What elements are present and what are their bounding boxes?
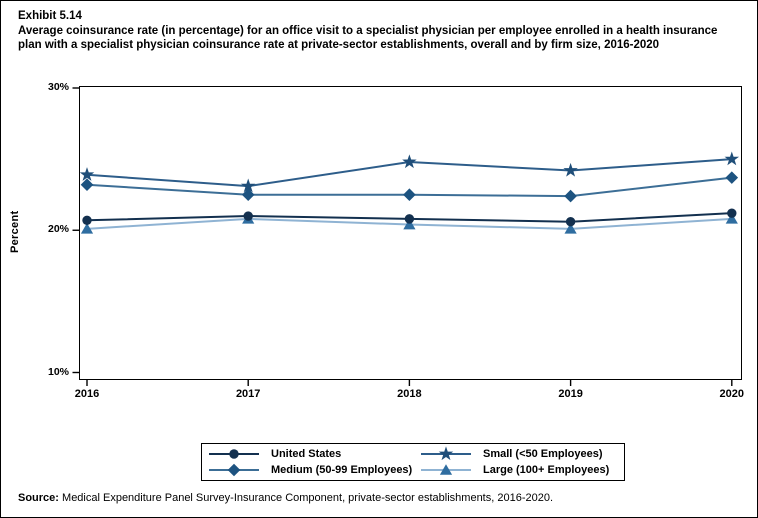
exhibit-number: Exhibit 5.14 bbox=[18, 10, 82, 22]
y-axis-tick-label: 10% bbox=[47, 365, 69, 378]
legend-item: Large (100+ Employees) bbox=[420, 463, 624, 478]
legend-item: Medium (50-99 Employees) bbox=[208, 463, 420, 478]
triangle-marker-icon bbox=[80, 223, 94, 234]
star-marker-icon bbox=[563, 162, 578, 177]
star-marker-icon bbox=[79, 167, 95, 181]
legend-item: United States bbox=[208, 447, 420, 462]
triangle-marker-icon bbox=[564, 223, 577, 234]
source-text: Medical Expenditure Panel Survey-Insuran… bbox=[58, 492, 554, 504]
triangle-marker-icon bbox=[725, 213, 738, 224]
circle-marker-icon bbox=[82, 215, 92, 225]
diamond-legend-swatch-icon bbox=[209, 463, 259, 477]
y-axis-title: Percent bbox=[9, 210, 21, 254]
triangle-legend-swatch-icon bbox=[421, 464, 471, 475]
star-marker-icon bbox=[724, 151, 740, 166]
circle-legend-swatch-icon bbox=[209, 449, 259, 459]
diamond-marker-icon bbox=[403, 188, 416, 201]
chart-legend: United States Small (<50 Employees) Medium… bbox=[201, 443, 625, 481]
y-axis-tick-label: 20% bbox=[47, 223, 69, 236]
triangle-marker-icon bbox=[439, 464, 453, 475]
star-marker-icon bbox=[438, 446, 454, 461]
chart-title: Average coinsurance rate (in percentage)… bbox=[18, 24, 718, 52]
x-axis-tick-label: 2020 bbox=[719, 388, 745, 400]
legend-label: Large (100+ Employees) bbox=[483, 464, 610, 476]
star-marker-icon bbox=[402, 154, 417, 169]
legend-label: Medium (50-99 Employees) bbox=[271, 464, 413, 476]
source-note: Source: Medical Expenditure Panel Survey… bbox=[18, 492, 738, 504]
source-label: Source: bbox=[18, 492, 59, 504]
diamond-marker-icon bbox=[241, 188, 255, 201]
legend-item: Small (<50 Employees) bbox=[420, 446, 624, 462]
x-axis-tick-label: 2018 bbox=[397, 388, 422, 400]
legend-label: Small (<50 Employees) bbox=[483, 448, 603, 460]
star-marker-icon bbox=[240, 178, 256, 193]
diamond-marker-icon bbox=[80, 178, 94, 192]
diamond-marker-icon bbox=[725, 171, 739, 184]
x-axis-tick-label: 2019 bbox=[558, 388, 583, 400]
circle-marker-icon bbox=[243, 211, 253, 221]
y-axis-tick-label: 30% bbox=[47, 81, 69, 93]
figure-header: Exhibit 5.14 Average coinsurance rate (i… bbox=[18, 9, 744, 53]
x-axis-tick-label: 2016 bbox=[74, 388, 100, 400]
triangle-marker-icon bbox=[403, 218, 416, 230]
legend-label: United States bbox=[271, 448, 342, 460]
circle-marker-icon bbox=[727, 208, 737, 218]
diamond-marker-icon bbox=[227, 463, 241, 477]
circle-marker-icon bbox=[229, 449, 239, 459]
x-axis-tick-label: 2017 bbox=[235, 388, 261, 400]
circle-marker-icon bbox=[565, 217, 576, 227]
circle-marker-icon bbox=[404, 214, 415, 224]
star-legend-swatch-icon bbox=[421, 446, 471, 461]
plot-border bbox=[79, 86, 742, 380]
diamond-marker-icon bbox=[564, 189, 577, 203]
